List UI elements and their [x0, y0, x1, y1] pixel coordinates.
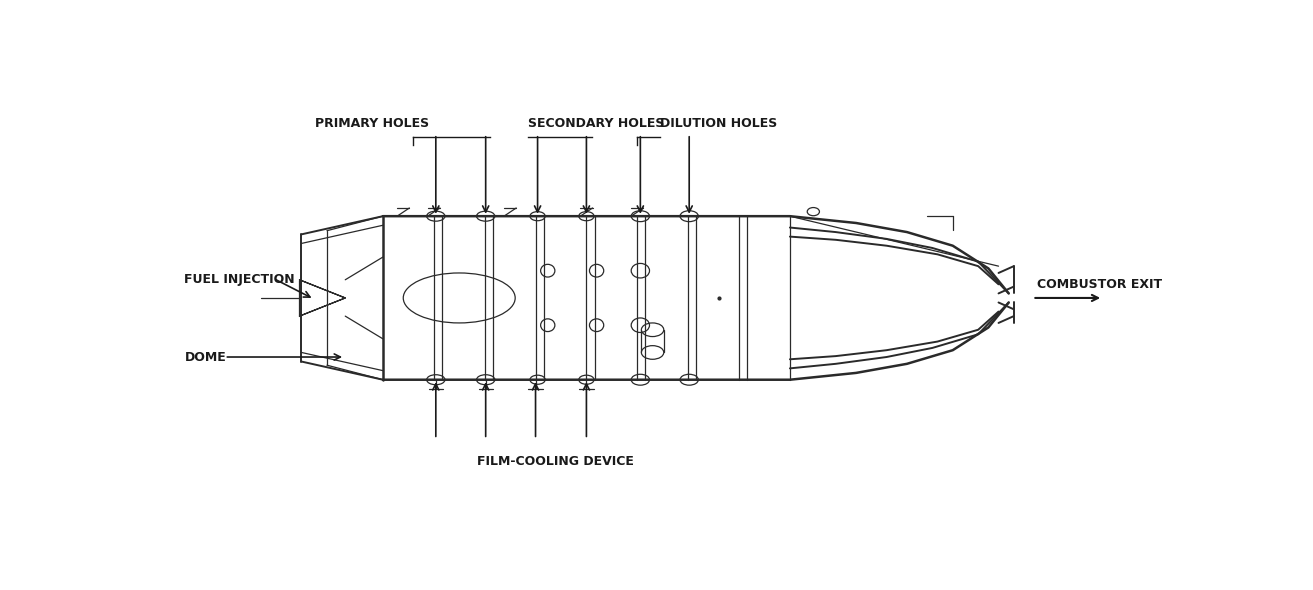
Text: FILM-COOLING DEVICE: FILM-COOLING DEVICE: [478, 455, 634, 468]
Text: DOME: DOME: [184, 350, 226, 363]
Text: SECONDARY HOLES: SECONDARY HOLES: [528, 117, 664, 130]
Text: COMBUSTOR EXIT: COMBUSTOR EXIT: [1037, 278, 1162, 291]
Text: PRIMARY HOLES: PRIMARY HOLES: [315, 117, 429, 130]
Text: DILUTION HOLES: DILUTION HOLES: [659, 117, 777, 130]
Text: FUEL INJECTION: FUEL INJECTION: [184, 273, 295, 286]
